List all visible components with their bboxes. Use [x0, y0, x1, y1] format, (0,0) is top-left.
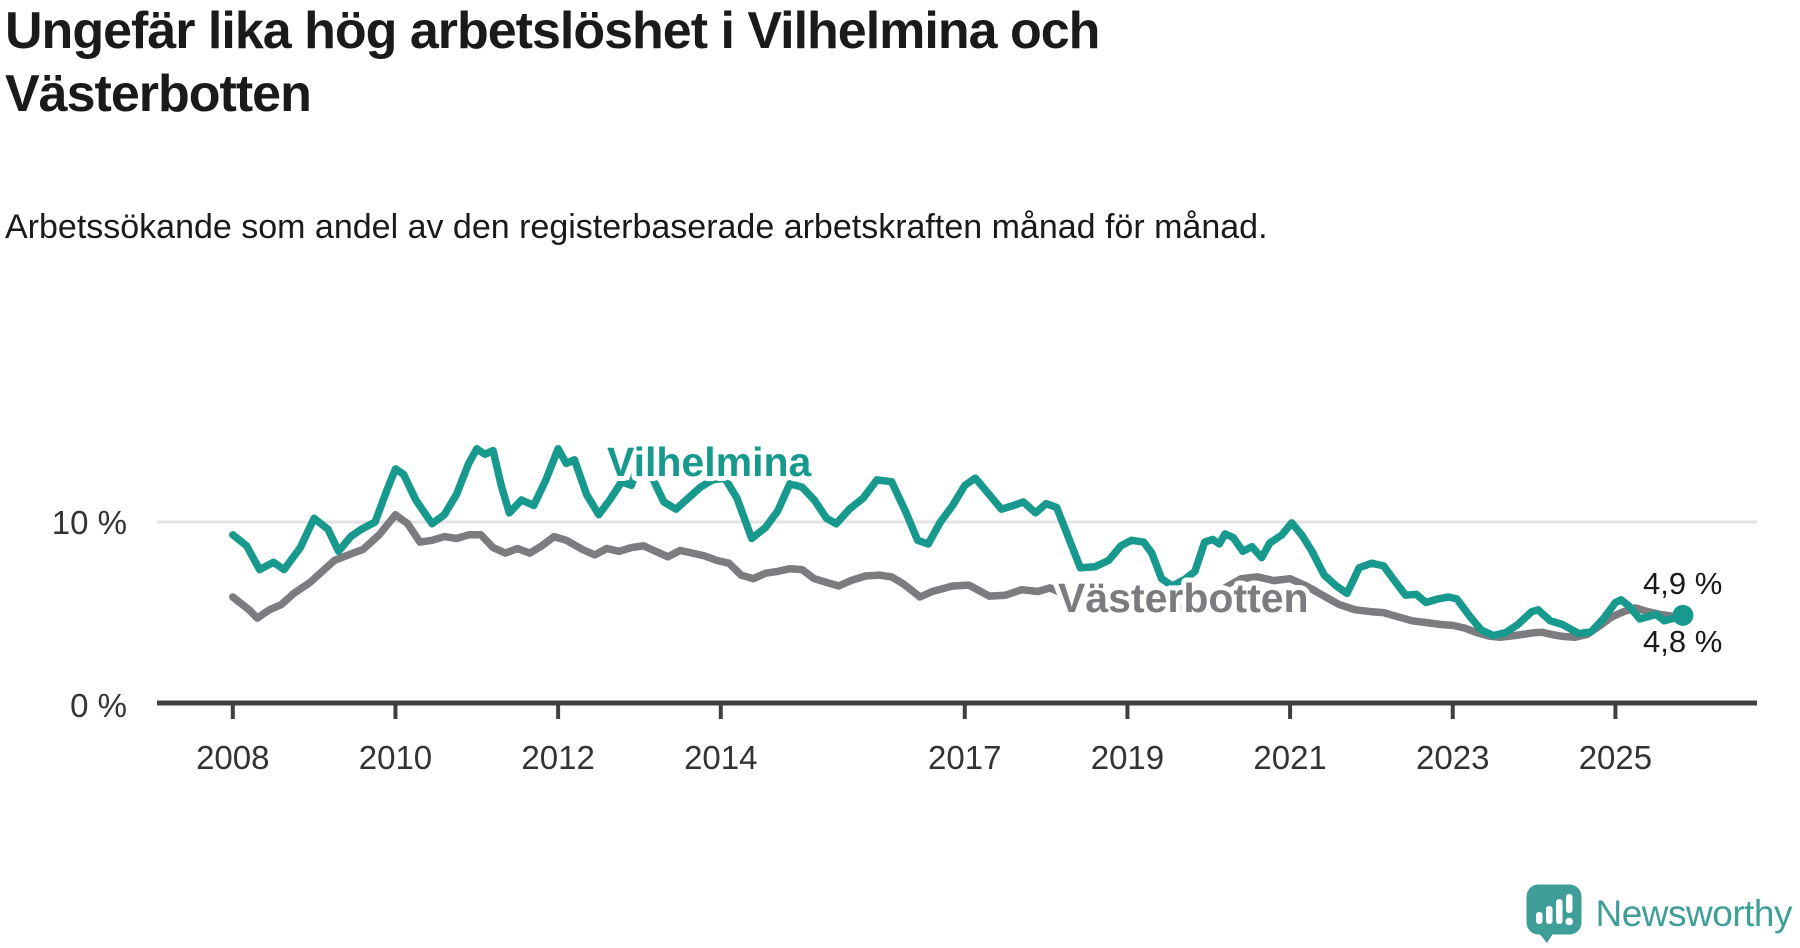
y-axis-label: 0 % — [70, 687, 127, 724]
x-axis-tick-label: 2017 — [928, 739, 1001, 776]
x-axis-tick-label: 2008 — [196, 739, 269, 776]
series-line-vasterbotten — [229, 510, 1687, 642]
x-axis-tick-label: 2019 — [1091, 739, 1164, 776]
brand-name: Newsworthy — [1595, 893, 1793, 934]
x-axis-tick-label: 2012 — [521, 739, 594, 776]
end-value-label-vilhelmina: 4,9 % — [1643, 566, 1722, 601]
newsworthy-logo-icon — [1526, 884, 1581, 943]
x-axis-tick-label: 2025 — [1579, 739, 1652, 776]
chart-title: Ungefär lika hög arbetslöshet i Vilhelmi… — [5, 2, 1100, 124]
brand-footer: Newsworthy — [1526, 884, 1793, 944]
x-axis-tick-label: 2010 — [359, 739, 432, 776]
y-axis-label: 10 % — [52, 504, 127, 541]
series-label-vilhelmina: Vilhelmina — [607, 439, 813, 485]
series-line-vilhelmina — [229, 445, 1687, 640]
x-axis-tick-label: 2014 — [684, 739, 757, 776]
x-axis-tick-label: 2021 — [1253, 739, 1326, 776]
end-value-label-vasterbotten: 4,8 % — [1643, 624, 1722, 659]
series-end-dot-vilhelmina — [1672, 604, 1694, 626]
series-label-vasterbotten: Västerbotten — [1058, 575, 1309, 621]
x-axis-tick-label: 2023 — [1416, 739, 1489, 776]
chart-subtitle: Arbetssökande som andel av den registerb… — [5, 208, 1268, 246]
